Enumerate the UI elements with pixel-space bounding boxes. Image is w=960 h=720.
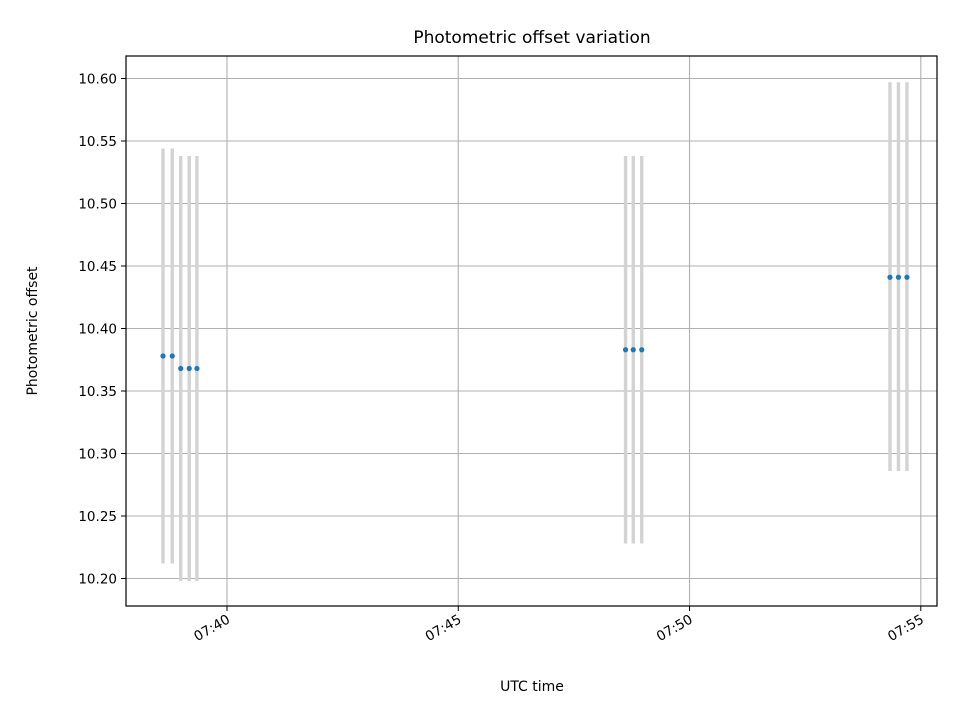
data-point [895, 274, 902, 280]
y-tick-label: 10.35 [78, 384, 117, 400]
data-point [169, 353, 175, 359]
data-point [622, 347, 629, 353]
y-tick-label: 10.55 [78, 134, 117, 150]
y-tick-label: 10.60 [78, 72, 117, 88]
data-point [160, 353, 166, 359]
x-ticks: 07:40 07:45 07:50 07:55 [191, 606, 927, 645]
data-point [186, 365, 192, 372]
y-tick-label: 10.50 [78, 197, 117, 213]
y-axis-label: Photometric offset [25, 266, 41, 396]
y-tick-label: 10.30 [78, 447, 117, 463]
y-tick-label: 10.20 [78, 572, 117, 588]
x-tick-label: 07:55 [885, 612, 927, 645]
data-point [178, 365, 184, 372]
data-point [194, 365, 200, 372]
x-tick-label: 07:45 [423, 612, 465, 645]
grid [126, 56, 937, 606]
chart-title: Photometric offset variation [413, 28, 650, 48]
y-tick-label: 10.40 [78, 322, 117, 338]
data-point [630, 347, 636, 353]
y-tick-label: 10.25 [78, 509, 117, 525]
data-point [887, 274, 893, 280]
data-point [639, 347, 645, 353]
x-axis-label: UTC time [500, 679, 564, 695]
y-tick-label: 10.45 [78, 259, 117, 275]
x-tick-label: 07:50 [654, 612, 696, 645]
error-bars [161, 82, 909, 581]
x-tick-label: 07:40 [191, 612, 233, 645]
data-points [160, 274, 910, 372]
plot-frame [125, 55, 938, 607]
y-ticks: 10.20 10.25 10.30 10.35 10.40 10.45 10.50 10.55… [78, 72, 126, 588]
data-point [904, 274, 910, 280]
